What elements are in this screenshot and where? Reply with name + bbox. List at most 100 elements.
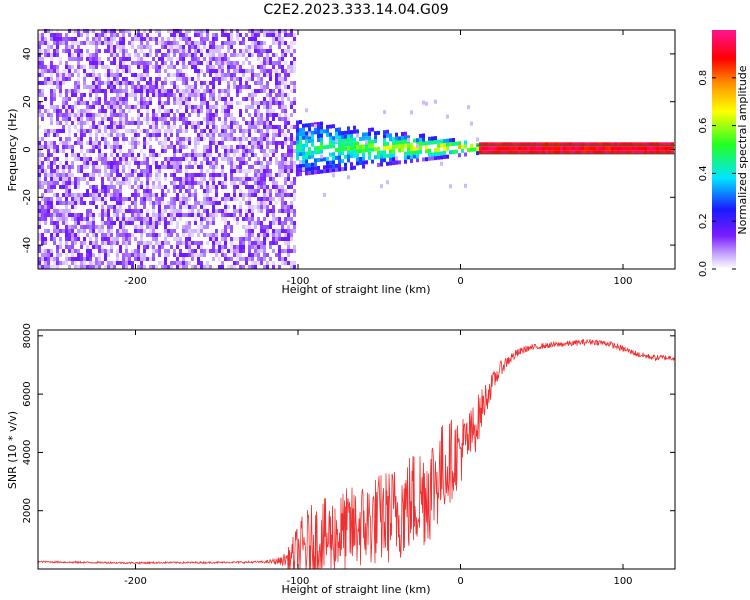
spectrogram-cell [281, 237, 284, 241]
spectrogram-cell [251, 177, 254, 181]
spectrogram-cell [482, 146, 485, 151]
spectrogram-cell [182, 49, 185, 53]
spectrogram-cell [77, 61, 80, 65]
spectrogram-cell [143, 53, 146, 57]
spectrogram-cell [218, 73, 221, 77]
spectrogram-cell [77, 45, 80, 49]
spectrogram-cell [224, 113, 227, 117]
spectrogram-cell [86, 233, 89, 237]
spectrogram-cell [200, 241, 203, 245]
spectrogram-cell [170, 229, 173, 233]
spectrogram-cell [233, 177, 236, 181]
spectrogram-cell [278, 229, 281, 233]
spectrogram-cell [200, 225, 203, 229]
spectrogram-cell [266, 185, 269, 189]
spectrogram-cell [119, 173, 122, 177]
spectrogram-cell [86, 249, 89, 253]
spectrogram-cell [368, 147, 371, 152]
spectrogram-cell [251, 93, 254, 97]
spectrogram-cell [254, 245, 257, 249]
spectrogram-cell [287, 93, 290, 97]
spectrogram-cell [233, 245, 236, 249]
spectrogram-cell [95, 185, 98, 189]
spectrogram-cell [110, 41, 113, 45]
spectrogram-cell [602, 142, 605, 147]
spectrogram-cell [296, 128, 299, 133]
spectrogram-cell [68, 77, 71, 81]
spectrogram-cell [212, 221, 215, 225]
spectrogram-cell [242, 149, 245, 153]
spectrogram-cell [77, 85, 80, 89]
spectrogram-cell [212, 33, 215, 37]
spectrogram-cell [194, 149, 197, 153]
spectrogram-cell [224, 97, 227, 101]
spectrogram-cell [182, 233, 185, 237]
spectrogram-cell [44, 145, 47, 149]
spectrogram-cell [518, 142, 521, 147]
spectrogram-cell [191, 257, 194, 261]
spectrogram-cell [263, 197, 266, 201]
spectrogram-cell [113, 37, 116, 41]
spectrogram-cell [671, 142, 674, 147]
spectrogram-cell [155, 121, 158, 125]
spectrogram-cell [140, 93, 143, 97]
spectrogram-cell [197, 265, 200, 269]
spectrogram-cell [290, 185, 293, 189]
spectrogram-cell [194, 129, 197, 133]
spectrogram-cell [176, 41, 179, 45]
spectrogram-cell [599, 146, 602, 151]
spectrogram-cell [116, 81, 119, 85]
colorbar-tick-label: 0.6 [698, 118, 709, 134]
spectrogram-cell [218, 249, 221, 253]
spectrogram-cell [89, 85, 92, 89]
spectrogram-cell [119, 225, 122, 229]
spectrogram-cell [83, 229, 86, 233]
spectrogram-cell [176, 73, 179, 77]
spectrogram-cell [86, 157, 89, 161]
spectrogram-cell [164, 209, 167, 213]
spectrogram-cell [92, 185, 95, 189]
spectrogram-cell [302, 123, 305, 128]
spectrogram-cell [86, 221, 89, 225]
spectrogram-cell [71, 89, 74, 93]
spectrogram-cell [125, 265, 128, 269]
spectrogram-cell [68, 73, 71, 77]
spectrogram-cell [242, 177, 245, 181]
spectrogram-cell [47, 69, 50, 73]
spectrogram-cell [116, 257, 119, 261]
spectrogram-cell [266, 225, 269, 229]
spectrogram-cell [194, 109, 197, 113]
spectrogram-cell [146, 65, 149, 69]
spectrogram-cell [53, 181, 56, 185]
spectrogram-cell [281, 225, 284, 229]
spectrogram-cell [77, 65, 80, 69]
spectrogram-cell [89, 173, 92, 177]
spectrogram-cell [305, 108, 308, 113]
spectrogram-cell [263, 73, 266, 77]
spectrogram-cell [74, 241, 77, 245]
spectrogram-cell [290, 61, 293, 65]
spectrogram-cell [260, 209, 263, 213]
spectrogram-cell [281, 161, 284, 165]
spectrogram-cell [200, 261, 203, 265]
spectrogram-cell [77, 233, 80, 237]
spectrogram-cell [491, 142, 494, 147]
spectrogram-cell [530, 142, 533, 147]
spectrogram-cell [236, 157, 239, 161]
spectrogram-cell [89, 125, 92, 129]
spectrogram-cell [155, 133, 158, 137]
spectrogram-cell [284, 209, 287, 213]
spectrogram-cell [284, 121, 287, 125]
spectrogram-cell [134, 141, 137, 145]
spectrogram-cell [185, 265, 188, 269]
spectrogram-cell [119, 189, 122, 193]
spectrogram-cell [125, 245, 128, 249]
spectrogram-cell [41, 117, 44, 121]
snr-line [37, 338, 676, 570]
spectrogram-cell [290, 181, 293, 185]
spectrogram-cell [179, 165, 182, 169]
spectrogram-cell [320, 121, 323, 126]
spectrogram-cells [38, 29, 675, 269]
spectrogram-cell [287, 45, 290, 49]
